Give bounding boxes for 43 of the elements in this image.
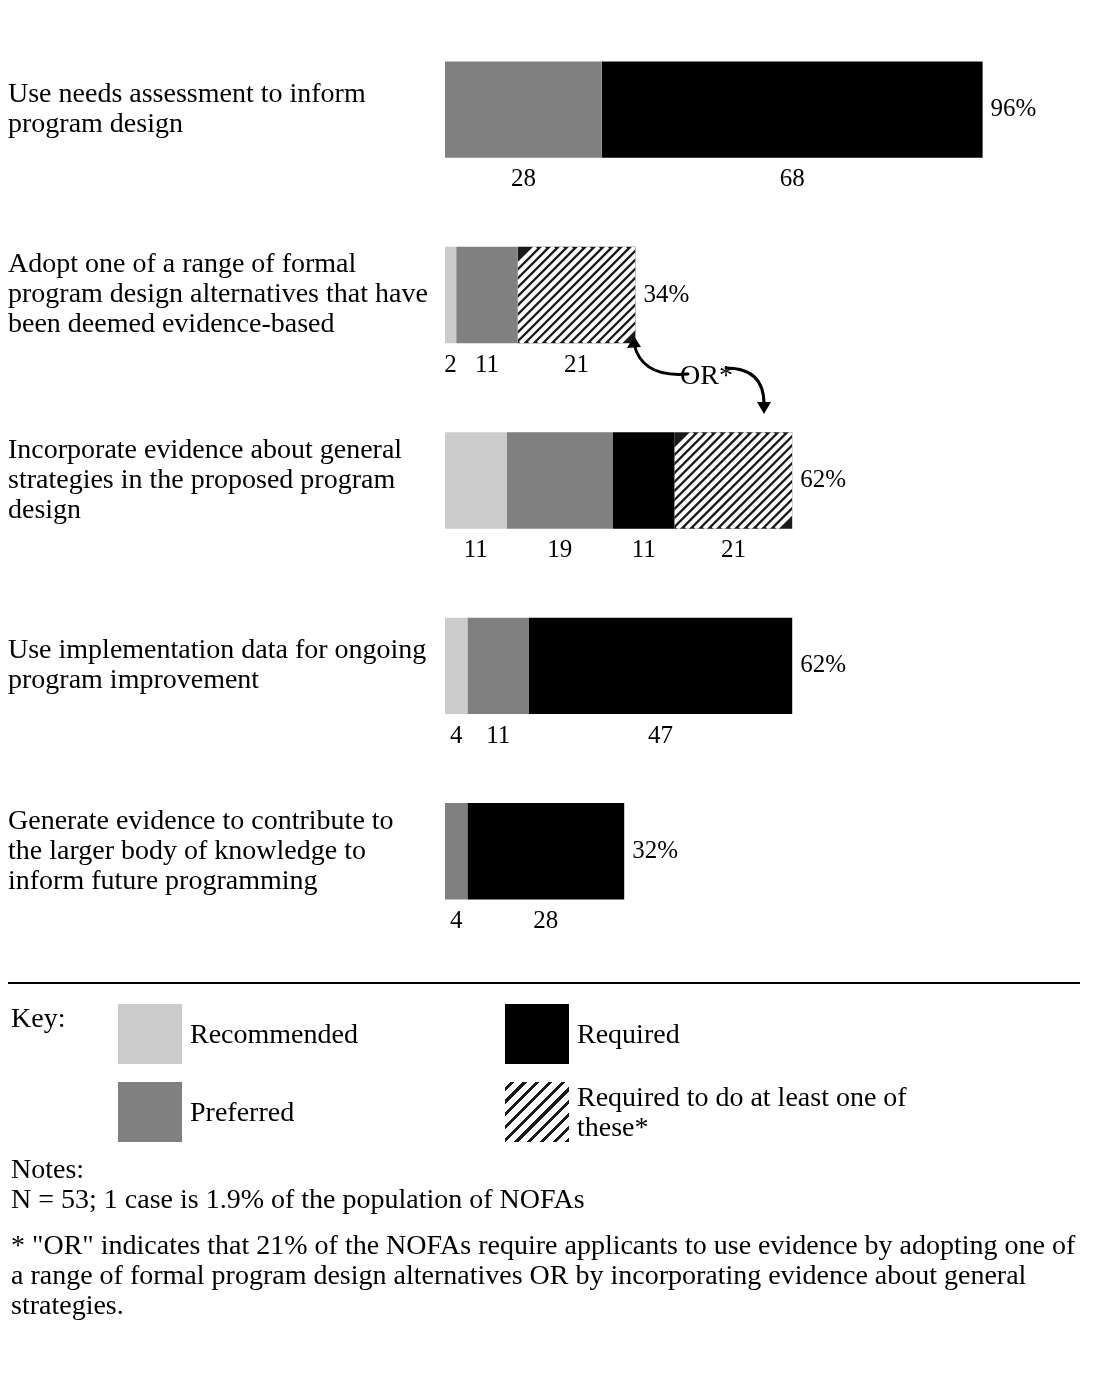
data-label: 28 (533, 906, 559, 934)
data-label: 68 (779, 164, 805, 192)
text: N = 53; 1 case is 1.9% of the population of NOFAs (11, 1183, 586, 1214)
total-label: 34% (643, 279, 690, 307)
data-label: 4 (449, 720, 463, 748)
bar (445, 803, 468, 900)
y-tick-label: Incorporate evidence about general strategies in the proposed program design (8, 432, 403, 524)
bar (445, 61, 602, 158)
data-label: 2 (444, 349, 457, 377)
legend-label: Recommended (190, 1018, 358, 1049)
bar (467, 803, 625, 900)
legend-title: Key: (11, 1002, 66, 1034)
y-tick-label: Use needs assessment to inform program design (8, 77, 366, 138)
annotation: OR* (680, 359, 733, 390)
bar (445, 432, 507, 529)
bar (445, 246, 457, 344)
y-tick-label: Generate evidence to contribute to the larger body of knowledge to inform future programming (8, 803, 394, 895)
data-label: 4 (449, 906, 463, 934)
data-label: 11 (486, 720, 511, 748)
total-label: 96% (990, 94, 1037, 122)
bar (445, 617, 468, 715)
data-label: 19 (547, 535, 573, 563)
data-label: 28 (510, 164, 536, 192)
legend-label: Preferred (190, 1096, 295, 1127)
legend-label: Required to do at least one of these* (577, 1081, 908, 1142)
total-label: 32% (632, 835, 679, 863)
text: Notes: (11, 1153, 86, 1184)
total-label: 62% (800, 465, 847, 493)
bar (601, 61, 983, 158)
data-label: 11 (474, 349, 500, 377)
y-tick-label: Adopt one of a range of formal program design alternatives that have been deemed evidence-based (8, 247, 428, 339)
bar (529, 617, 793, 715)
data-label: 11 (631, 535, 656, 563)
data-label: 11 (463, 535, 488, 563)
bar (506, 432, 613, 529)
bar (467, 617, 529, 715)
data-label: 47 (648, 720, 674, 748)
data-label: 21 (564, 349, 590, 377)
text: * "OR" indicates that 21% of the NOFAs require applicants to use evidence by adopting one of a range of formal program design alternatives OR by incorporating evidence about general strategies. (11, 1229, 1077, 1320)
y-tick-label: Use implementation data for ongoing program improvement (8, 633, 427, 695)
legend-label: Required (577, 1018, 681, 1049)
data-label: 21 (720, 535, 746, 563)
total-label: 62% (800, 650, 847, 678)
